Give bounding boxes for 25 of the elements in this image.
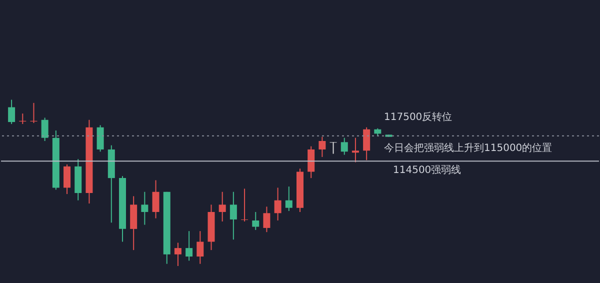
candlestick <box>363 126 370 161</box>
candlestick <box>230 191 237 240</box>
candlestick <box>218 191 226 222</box>
candlestick <box>8 99 16 125</box>
candlestick <box>141 191 148 226</box>
candlestick <box>174 242 182 267</box>
candlestick <box>196 230 204 264</box>
candlestick <box>152 180 160 219</box>
candlestick <box>318 136 326 158</box>
candlestick <box>274 187 282 221</box>
candlestick <box>96 124 104 152</box>
candlestick <box>263 206 270 233</box>
candlestick <box>285 186 292 212</box>
annotation: 117500反转位 <box>384 111 452 123</box>
candlestick <box>41 117 48 142</box>
candlestick <box>352 137 359 163</box>
ref-line-label: 114500强弱线 <box>393 164 462 176</box>
candlestick <box>241 188 248 222</box>
candlestick <box>308 146 315 179</box>
candlestick <box>252 211 260 230</box>
candlestick <box>340 137 348 156</box>
candlestick <box>64 164 71 195</box>
candlestick <box>330 142 337 154</box>
annotation: 今日会把强弱线上升到115000的位置 <box>384 142 552 154</box>
candlestick <box>186 230 193 262</box>
